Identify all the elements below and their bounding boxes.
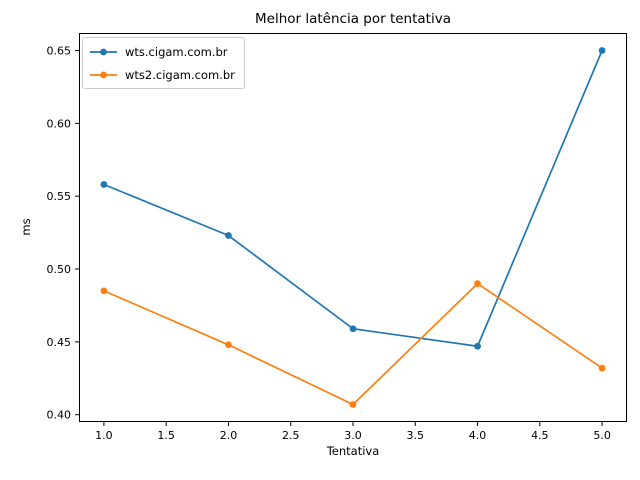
- chart-title: Melhor latência por tentativa: [255, 11, 451, 27]
- axes-frame: [79, 33, 627, 422]
- x-tick-label: 1.5: [157, 429, 175, 442]
- legend-item: wts.cigam.com.br: [90, 41, 235, 62]
- legend-label: wts.cigam.com.br: [125, 44, 228, 59]
- legend-label: wts2.cigam.com.br: [125, 67, 235, 82]
- x-tick-label: 3.5: [407, 429, 425, 442]
- series-line: [103, 282, 603, 406]
- x-tick-label: 2.5: [282, 429, 300, 442]
- y-tick-label: 0.65: [47, 44, 72, 57]
- x-tick-label: 5.0: [593, 429, 611, 442]
- data-point-marker: [598, 364, 606, 372]
- legend-item: wts2.cigam.com.br: [90, 64, 235, 85]
- x-tick-label: 1.0: [95, 429, 113, 442]
- data-point-marker: [598, 47, 606, 54]
- y-tick-label: 0.45: [47, 336, 72, 349]
- y-tick-label: 0.55: [47, 190, 72, 203]
- legend-sample-line-icon: [90, 48, 117, 55]
- y-tick-label: 0.50: [47, 263, 72, 276]
- x-tick-label: 4.0: [469, 429, 487, 442]
- x-axis-label: Tentativa: [326, 444, 380, 458]
- data-point-marker: [100, 181, 108, 188]
- data-point-marker: [349, 325, 357, 333]
- y-tick-label: 0.60: [47, 117, 72, 130]
- data-point-marker: [349, 401, 357, 408]
- data-point-marker: [225, 232, 232, 239]
- data-point-marker: [225, 341, 232, 349]
- y-tick-label: 0.40: [47, 409, 72, 422]
- x-tick-label: 4.5: [531, 429, 549, 442]
- legend: wts.cigam.com.br wts2.cigam.com.br: [82, 37, 245, 89]
- x-tick-label: 3.0: [344, 429, 362, 442]
- data-point-marker: [100, 287, 108, 295]
- legend-sample-line-icon: [90, 71, 117, 78]
- x-tick-label: 2.0: [220, 429, 238, 442]
- data-point-marker: [474, 342, 481, 350]
- data-point-marker: [474, 280, 481, 287]
- series-line: [103, 50, 603, 348]
